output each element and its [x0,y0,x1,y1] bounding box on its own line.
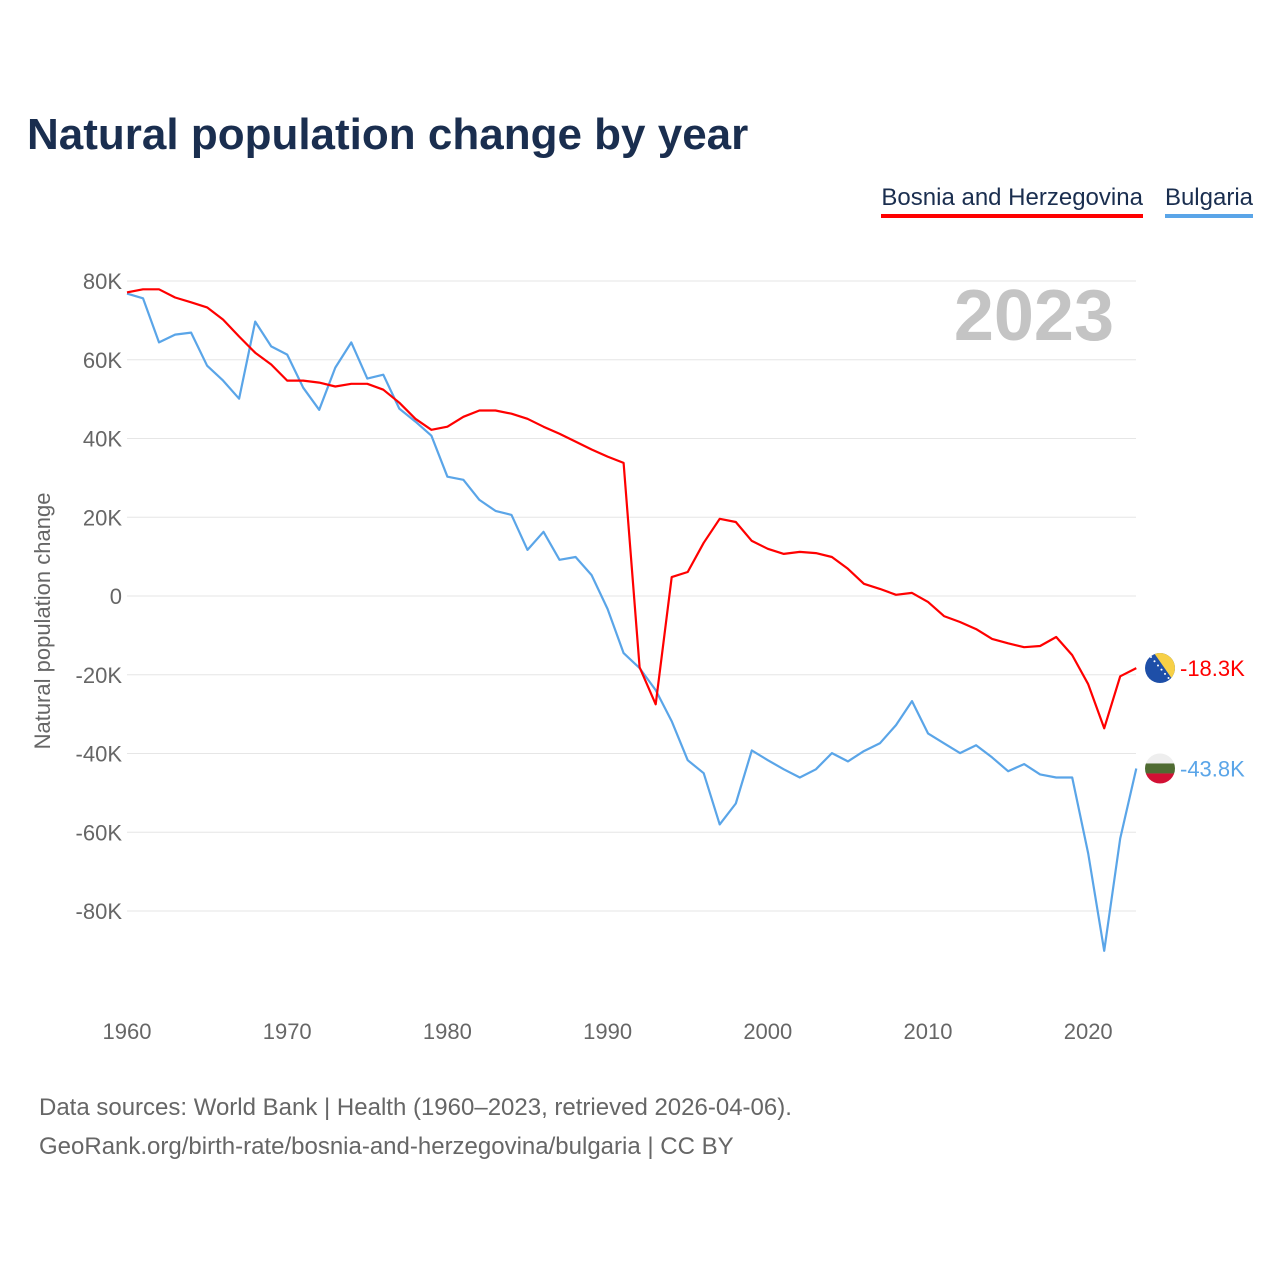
series-line-bulgaria [126,292,1138,952]
legend: Bosnia and Herzegovina Bulgaria [881,184,1253,218]
x-tick-label: 1990 [583,1019,632,1044]
y-tick-label: 80K [83,269,122,294]
y-tick-label: -20K [76,663,123,688]
y-tick-label: 60K [83,348,122,373]
x-tick-label: 1970 [263,1019,312,1044]
chart-title: Natural population change by year [27,110,749,159]
x-tick-label: 2010 [904,1019,953,1044]
source-note: Data sources: World Bank | Health (1960–… [39,1088,792,1166]
legend-item-bosnia[interactable]: Bosnia and Herzegovina [881,184,1143,218]
x-tick-label: 2020 [1064,1019,1113,1044]
y-tick-label: -40K [76,742,123,767]
y-tick-label: -60K [76,820,123,845]
x-tick-label: 1980 [423,1019,472,1044]
y-tick-label: 20K [83,505,122,530]
y-tick-label: 40K [83,427,122,452]
series-line-bosnia-and-herzegovina [126,288,1137,730]
y-tick-label: 0 [110,584,122,609]
year-watermark: 2023 [954,276,1114,356]
bulgaria-flag-icon [1145,753,1175,784]
x-tick-label: 2000 [743,1019,792,1044]
end-value-label: -18.3K [1180,656,1245,681]
source-line-1: Data sources: World Bank | Health (1960–… [39,1094,792,1121]
y-tick-label: -80K [76,899,123,924]
source-line-2[interactable]: GeoRank.org/birth-rate/bosnia-and-herzeg… [39,1133,734,1160]
y-axis-label: Natural population change [30,493,55,750]
end-value-label: -43.8K [1180,756,1245,781]
bosnia-flag-icon [1145,653,1175,684]
x-tick-label: 1960 [103,1019,152,1044]
legend-item-bulgaria[interactable]: Bulgaria [1164,184,1253,218]
